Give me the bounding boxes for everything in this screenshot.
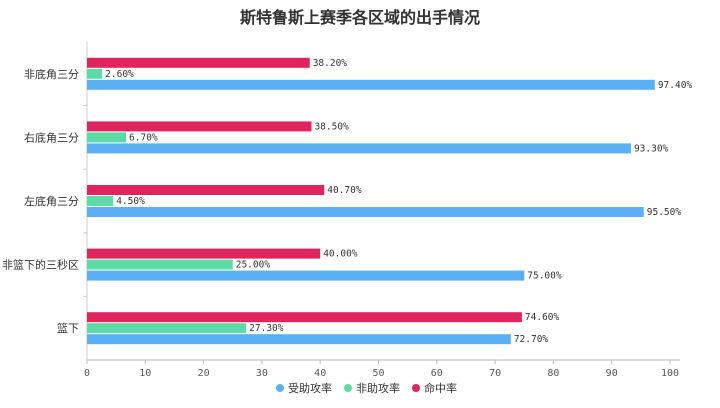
bar[interactable] <box>87 121 312 132</box>
bar[interactable] <box>87 334 511 345</box>
data-label: 6.70% <box>129 132 158 143</box>
data-label: 2.60% <box>105 69 134 80</box>
legend-item[interactable]: 命中率 <box>412 381 457 395</box>
legend-label: 非助攻率 <box>356 381 400 395</box>
legend-label: 受助攻率 <box>288 381 332 395</box>
legend-swatch <box>344 384 352 392</box>
data-label: 74.60% <box>525 312 560 323</box>
x-tick-label: 100 <box>661 368 679 379</box>
data-label: 38.20% <box>313 58 348 69</box>
bar[interactable] <box>87 323 247 334</box>
legend-item[interactable]: 受助攻率 <box>276 381 332 395</box>
legend-swatch <box>276 384 284 392</box>
x-tick-label: 20 <box>198 368 210 379</box>
x-tick-label: 80 <box>547 368 559 379</box>
bar[interactable] <box>87 270 525 281</box>
data-label: 40.70% <box>327 185 362 196</box>
bar[interactable] <box>87 207 644 217</box>
bar[interactable] <box>87 79 655 90</box>
x-tick-label: 60 <box>431 368 443 379</box>
data-label: 72.70% <box>514 334 549 345</box>
data-label: 27.30% <box>249 323 284 334</box>
bar[interactable] <box>87 68 103 79</box>
bar[interactable] <box>87 185 325 195</box>
x-tick-label: 90 <box>606 368 618 379</box>
data-label: 97.40% <box>658 80 693 91</box>
bar[interactable] <box>87 259 233 270</box>
chart-title: 斯特鲁斯上赛季各区域的出手情况 <box>240 8 480 27</box>
bar[interactable] <box>87 57 310 68</box>
bar[interactable] <box>87 312 522 323</box>
category-label: 非篮下的三秒区 <box>2 258 79 272</box>
x-tick-label: 50 <box>372 368 384 379</box>
x-tick-label: 40 <box>314 368 326 379</box>
x-tick-label: 10 <box>139 368 151 379</box>
legend[interactable]: 受助攻率 非助攻率 命中率 <box>276 381 457 395</box>
x-tick-label: 0 <box>84 368 90 379</box>
data-label: 4.50% <box>116 196 145 207</box>
bar[interactable] <box>87 132 127 143</box>
bar[interactable] <box>87 143 631 154</box>
x-tick-label: 70 <box>489 368 501 379</box>
data-label: 25.00% <box>236 260 271 271</box>
x-tick-label: 30 <box>256 368 268 379</box>
data-label: 93.30% <box>634 143 669 154</box>
category-label: 右底角三分 <box>24 130 79 144</box>
legend-label: 命中率 <box>424 381 457 395</box>
legend-swatch <box>412 384 420 392</box>
data-label: 95.50% <box>647 207 682 218</box>
bar[interactable] <box>87 248 321 259</box>
data-label: 40.00% <box>323 249 358 260</box>
category-label: 非底角三分 <box>24 67 79 81</box>
category-label: 篮下 <box>57 321 79 335</box>
category-label: 左底角三分 <box>24 194 79 208</box>
data-label: 38.50% <box>314 121 349 132</box>
legend-item[interactable]: 非助攻率 <box>344 381 400 395</box>
data-label: 75.00% <box>527 271 562 282</box>
bar[interactable] <box>87 196 114 206</box>
